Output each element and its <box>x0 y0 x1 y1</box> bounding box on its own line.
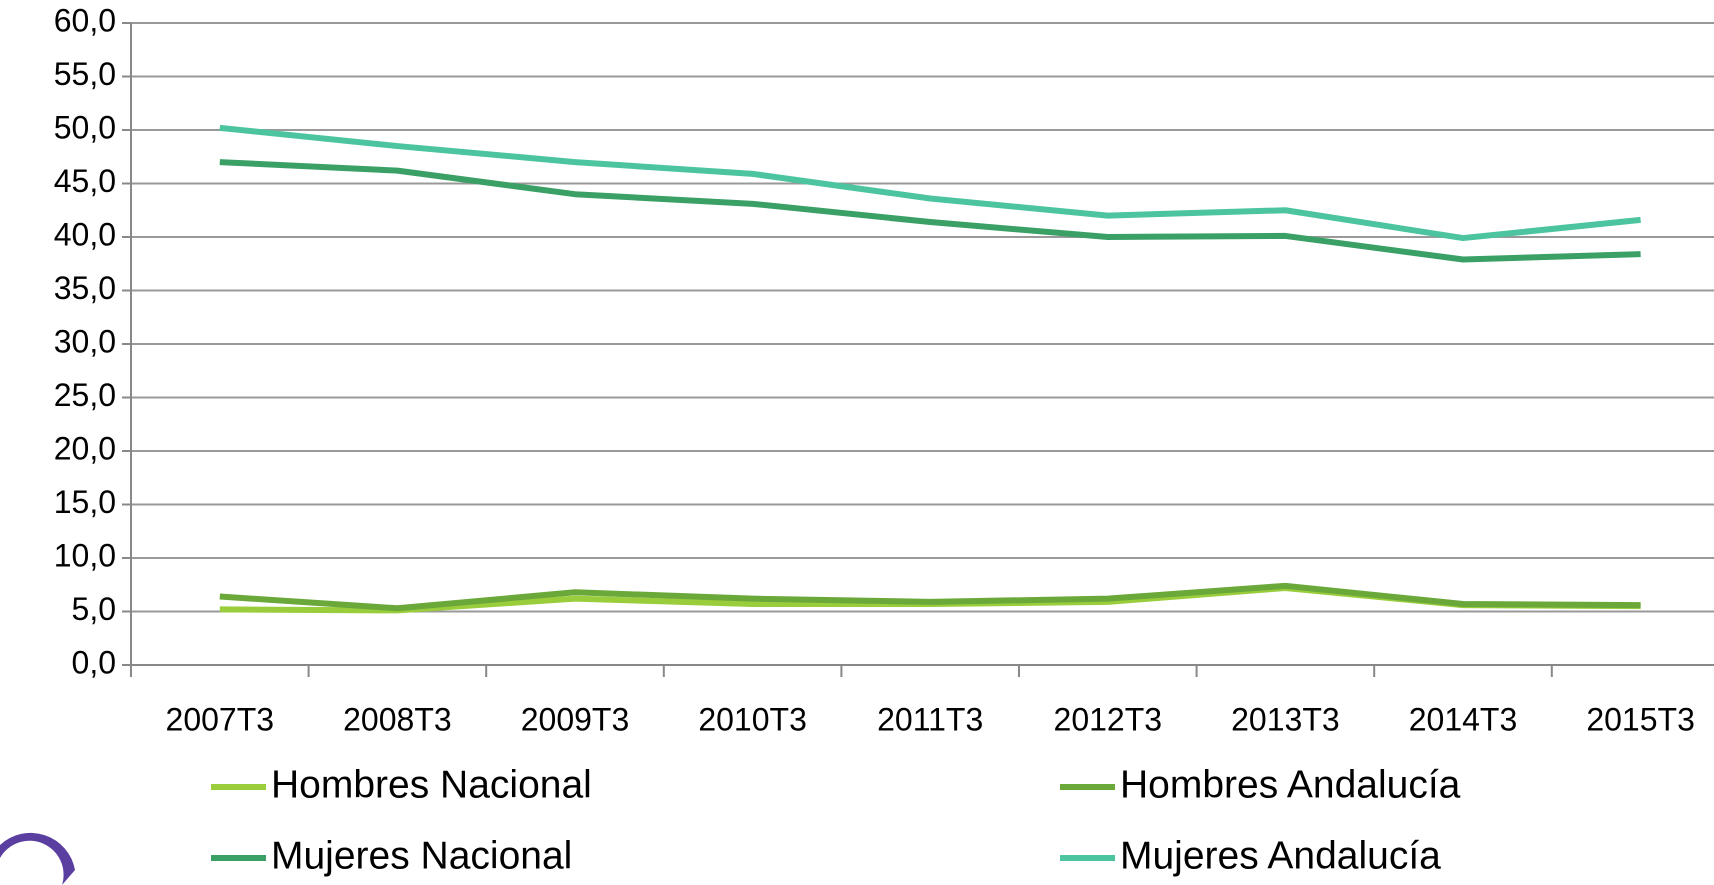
y-tick-label: 40,0 <box>54 216 116 252</box>
y-tick-label: 45,0 <box>54 163 116 199</box>
legend-label: Hombres Nacional <box>271 763 592 806</box>
legend-label: Mujeres Andalucía <box>1120 834 1441 877</box>
x-tick-label: 2007T3 <box>166 701 275 737</box>
y-tick-label: 50,0 <box>54 109 116 145</box>
y-tick-label: 60,0 <box>54 2 116 38</box>
series-line <box>219 159 1641 263</box>
x-tick-label: 2013T3 <box>1231 701 1340 737</box>
x-tick-label: 2015T3 <box>1586 701 1695 737</box>
legend-label: Hombres Andalucía <box>1120 763 1461 806</box>
y-tick-label: 35,0 <box>54 270 116 306</box>
y-tick-label: 20,0 <box>54 430 116 466</box>
series-line <box>219 124 1641 242</box>
logo <box>0 832 75 885</box>
x-tick-label: 2008T3 <box>343 701 452 737</box>
series-line <box>219 582 1641 612</box>
y-tick-label: 5,0 <box>72 591 116 627</box>
y-tick-label: 30,0 <box>54 323 116 359</box>
x-tick-label: 2011T3 <box>877 701 983 737</box>
x-tick-label: 2012T3 <box>1054 701 1163 737</box>
y-tick-label: 10,0 <box>54 537 116 573</box>
y-tick-label: 0,0 <box>72 644 116 680</box>
y-tick-label: 55,0 <box>54 56 116 92</box>
x-tick-label: 2009T3 <box>521 701 630 737</box>
y-tick-label: 15,0 <box>54 484 116 520</box>
legend-label: Mujeres Nacional <box>271 834 572 877</box>
y-tick-label: 25,0 <box>54 377 116 413</box>
x-tick-label: 2010T3 <box>698 701 807 737</box>
x-tick-label: 2014T3 <box>1409 701 1518 737</box>
